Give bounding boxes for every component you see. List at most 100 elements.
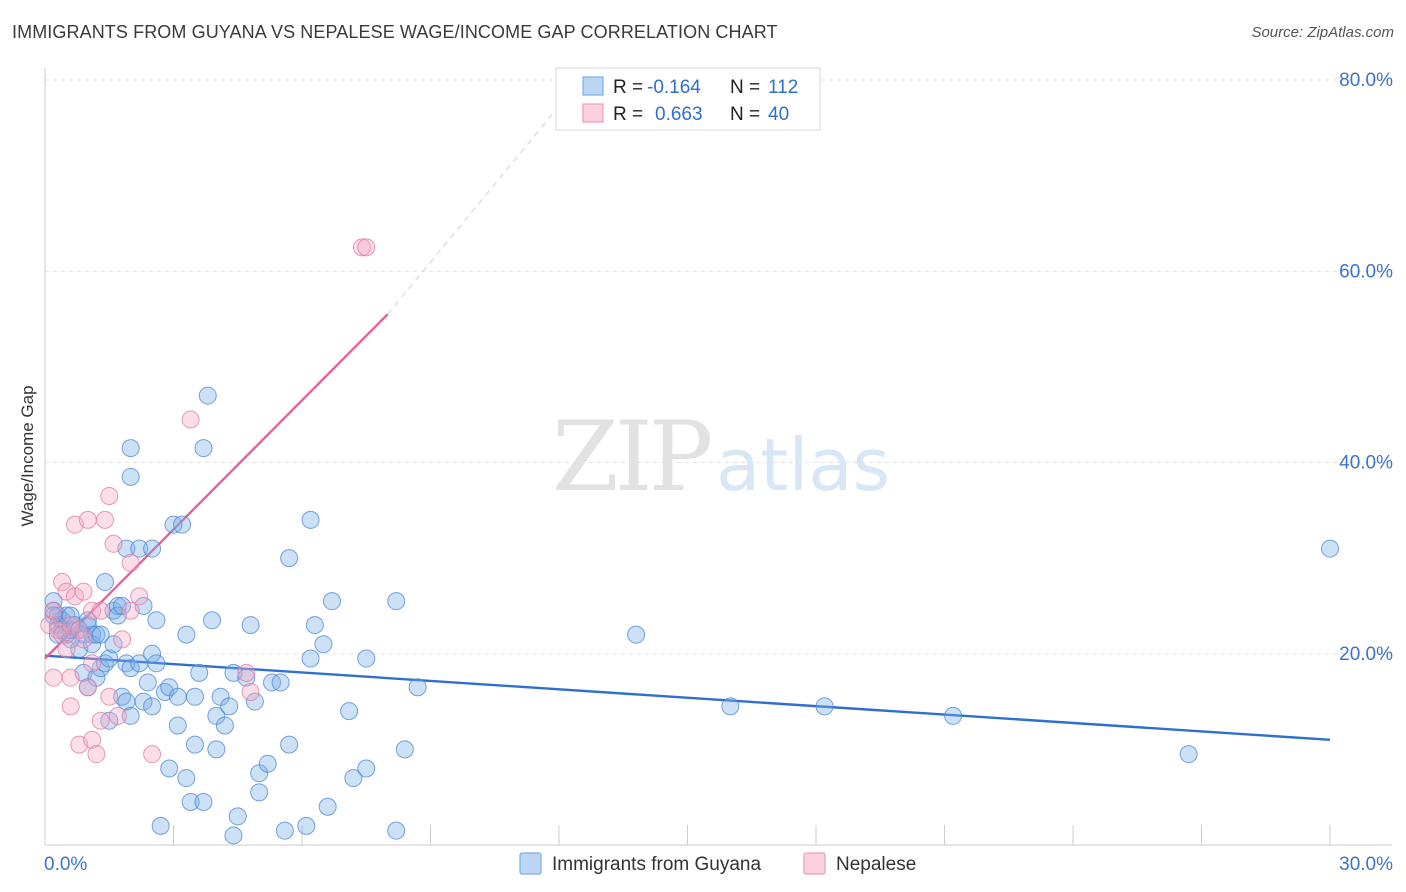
y-tick-label: 60.0% (1339, 261, 1393, 282)
legend-n-label-nepalese: N = (730, 104, 760, 125)
x-tick-label: 0.0% (44, 854, 87, 875)
data-point-series-1 (91, 601, 110, 620)
data-point-series-0 (305, 616, 324, 635)
data-point-series-0 (721, 697, 740, 716)
data-point-series-0 (138, 673, 157, 692)
data-point-series-1 (87, 745, 106, 764)
data-point-series-0 (168, 716, 187, 735)
data-point-series-1 (57, 639, 76, 658)
data-point-series-1 (74, 582, 93, 601)
data-point-series-0 (322, 592, 341, 611)
data-point-series-0 (224, 826, 243, 845)
data-point-series-0 (185, 687, 204, 706)
legend-stats: R = -0.164 N = 112 R = 0.663 N = 40 (555, 67, 821, 131)
data-point-series-0 (185, 735, 204, 754)
data-point-series-0 (275, 821, 294, 840)
watermark-atlas: atlas (716, 423, 890, 507)
data-point-series-1 (104, 534, 123, 553)
data-point-series-0 (318, 797, 337, 816)
y-tick-label: 20.0% (1339, 644, 1393, 665)
data-point-series-0 (147, 611, 166, 630)
data-point-series-0 (95, 573, 114, 592)
data-points (40, 238, 1339, 845)
data-point-series-1 (61, 668, 80, 687)
data-point-series-0 (151, 816, 170, 835)
data-point-series-1 (113, 630, 132, 649)
data-point-series-0 (301, 510, 320, 529)
data-point-series-1 (100, 486, 119, 505)
legend-n-value-guyana: 112 (768, 77, 798, 98)
legend-swatch-guyana (582, 76, 604, 96)
axes (44, 68, 1392, 846)
data-point-series-1 (91, 711, 110, 730)
data-point-series-0 (44, 592, 63, 611)
data-point-series-1 (61, 697, 80, 716)
data-point-series-1 (241, 683, 260, 701)
data-point-series-0 (143, 644, 162, 663)
data-point-series-0 (280, 735, 299, 754)
data-point-series-0 (100, 649, 119, 668)
data-point-series-0 (44, 606, 63, 625)
legend-r-value-nepalese: 0.663 (655, 104, 703, 125)
data-point-series-0 (1179, 745, 1198, 764)
x-tick-label: 30.0% (1339, 854, 1393, 875)
data-point-series-0 (194, 792, 213, 811)
data-point-series-0 (194, 439, 213, 458)
data-point-series-0 (357, 649, 376, 668)
legend-n-value-nepalese: 40 (768, 104, 789, 125)
data-point-series-0 (297, 816, 316, 835)
data-point-series-0 (203, 611, 222, 630)
trend-lines (44, 79, 1331, 742)
legend-r-value-guyana: -0.164 (647, 77, 701, 98)
y-tick-label: 80.0% (1339, 70, 1393, 91)
data-point-series-0 (143, 697, 162, 716)
data-point-series-0 (245, 692, 264, 711)
data-point-series-0 (160, 759, 179, 778)
data-point-series-0 (944, 706, 963, 725)
data-point-series-0 (1321, 539, 1339, 558)
data-point-series-0 (177, 769, 196, 788)
data-point-series-0 (241, 616, 260, 635)
y-tick-label: 40.0% (1339, 453, 1393, 474)
watermark-zip: ZIP (552, 401, 711, 513)
legend-swatch-nepalese (582, 103, 604, 123)
data-point-series-0 (627, 625, 646, 644)
data-point-series-1 (357, 238, 376, 257)
trend-line-1 (44, 313, 389, 660)
tick-labels: 20.0% 40.0% 60.0% 80.0% 0.0% 30.0% (44, 70, 1393, 875)
data-point-series-0 (147, 654, 166, 673)
trend-line-0 (44, 654, 1331, 742)
grid-lines (44, 79, 1392, 845)
data-point-series-1 (74, 630, 93, 649)
data-point-series-1 (100, 687, 119, 706)
data-point-series-0 (134, 692, 153, 711)
data-point-series-0 (301, 649, 320, 668)
legend-r-label-nepalese: R = (613, 104, 643, 125)
data-point-series-0 (228, 807, 247, 826)
data-point-series-0 (271, 673, 290, 692)
legend-r-label-guyana: R = (613, 77, 643, 98)
legend-n-label-guyana: N = (730, 77, 760, 98)
data-point-series-1 (44, 668, 63, 687)
data-point-series-1 (237, 663, 256, 682)
data-point-series-0 (344, 769, 363, 788)
data-point-series-1 (78, 510, 97, 529)
data-point-series-0 (395, 740, 414, 759)
data-point-series-1 (95, 510, 114, 529)
data-point-series-1 (65, 587, 84, 606)
data-point-series-0 (91, 625, 110, 644)
trend-line-extension-1 (387, 79, 581, 315)
data-point-series-0 (258, 754, 277, 773)
data-point-series-0 (190, 663, 209, 682)
data-point-series-0 (237, 668, 256, 687)
data-point-series-0 (220, 697, 239, 716)
legend-bottom-swatch-nepalese (803, 852, 826, 875)
data-point-series-0 (121, 467, 140, 486)
chart-source: Source: ZipAtlas.com (1251, 24, 1394, 41)
data-point-series-0 (387, 592, 406, 611)
data-point-series-1 (130, 587, 149, 606)
chart-title: IMMIGRANTS FROM GUYANA VS NEPALESE WAGE/… (12, 22, 778, 42)
data-point-series-0 (357, 759, 376, 778)
data-point-series-1 (53, 573, 72, 592)
data-point-series-0 (815, 697, 834, 716)
